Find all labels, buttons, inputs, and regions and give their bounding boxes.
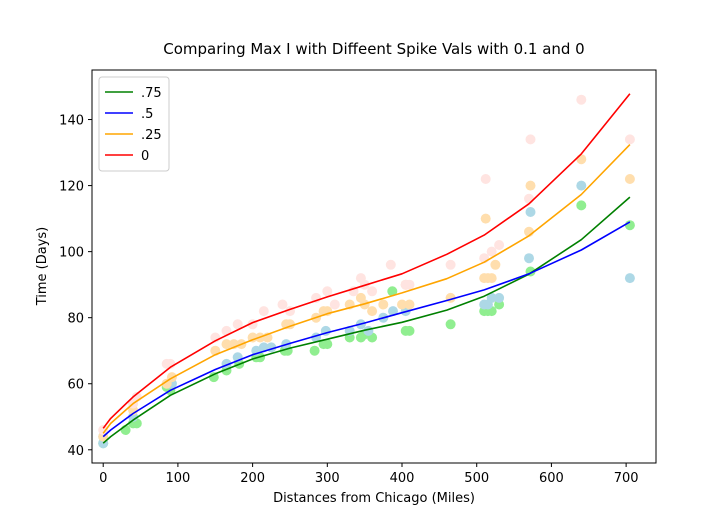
data-point (404, 325, 415, 336)
data-point (258, 306, 269, 317)
x-tick-label: 200 (240, 471, 265, 486)
data-point (525, 207, 536, 217)
x-tick-label: 600 (539, 471, 564, 486)
x-tick-label: 500 (464, 471, 489, 486)
data-point (576, 154, 587, 165)
y-tick-label: 60 (67, 378, 84, 393)
y-axis-title: Time (Days) (35, 227, 50, 307)
data-point (221, 339, 232, 350)
series-line (102, 221, 631, 438)
legend: .75 .5 .25 0 (98, 76, 170, 172)
data-point (490, 259, 501, 270)
data-point (367, 306, 378, 317)
data-point (404, 299, 415, 310)
series-line (102, 93, 631, 429)
data-point (624, 220, 635, 231)
data-point (486, 273, 497, 284)
data-point (486, 292, 497, 303)
data-point (524, 193, 534, 204)
data-point (98, 425, 109, 435)
plot-frame (91, 69, 657, 464)
data-point (524, 253, 534, 264)
data-point (576, 180, 587, 191)
series-line (102, 196, 631, 444)
legend-box (98, 76, 170, 172)
legend-label: .75 (141, 86, 162, 101)
y-tick-label: 100 (59, 246, 84, 261)
data-point (480, 174, 491, 184)
data-point (445, 319, 456, 330)
data-point (576, 94, 587, 105)
series-line (102, 144, 631, 434)
x-tick-label: 700 (614, 471, 639, 486)
x-tick-label: 300 (315, 471, 340, 486)
data-point (388, 306, 398, 317)
data-point (385, 259, 396, 270)
data-point (404, 279, 415, 290)
data-point (494, 292, 505, 303)
data-point (494, 240, 505, 250)
data-point (208, 372, 219, 383)
data-point (309, 345, 320, 356)
x-tick-label: 0 (99, 471, 107, 486)
data-point (378, 299, 389, 310)
y-tick-label: 80 (67, 312, 84, 327)
data-point (397, 299, 407, 310)
data-point (486, 246, 497, 257)
chart-title: Comparing Max I with Diffeent Spike Vals… (163, 40, 584, 58)
legend-label: 0 (141, 149, 149, 164)
data-point (576, 200, 587, 211)
data-point (329, 299, 340, 310)
data-point (445, 259, 456, 270)
data-point (525, 134, 536, 145)
data-point (624, 134, 635, 145)
data-point (277, 299, 288, 310)
x-tick-label: 100 (165, 471, 190, 486)
data-point (322, 339, 333, 350)
data-point (525, 180, 536, 191)
data-point (387, 286, 398, 297)
data-point (232, 319, 243, 330)
y-tick-label: 140 (59, 114, 84, 129)
x-tick-label: 400 (390, 471, 415, 486)
y-tick-label: 40 (67, 444, 84, 459)
legend-label: .5 (141, 107, 153, 122)
legend-label: .25 (141, 128, 162, 143)
x-axis-title: Distances from Chicago (Miles) (273, 491, 475, 506)
data-point (480, 213, 491, 224)
x-axis: 0 100 200 300 400 500 600 700 (99, 463, 639, 486)
data-point (624, 174, 635, 184)
data-point (367, 286, 378, 297)
data-point (322, 286, 333, 297)
series-lines (102, 93, 631, 444)
y-tick-label: 120 (59, 180, 84, 195)
data-point (624, 273, 635, 284)
y-axis: 40 60 80 100 120 140 (59, 114, 92, 459)
